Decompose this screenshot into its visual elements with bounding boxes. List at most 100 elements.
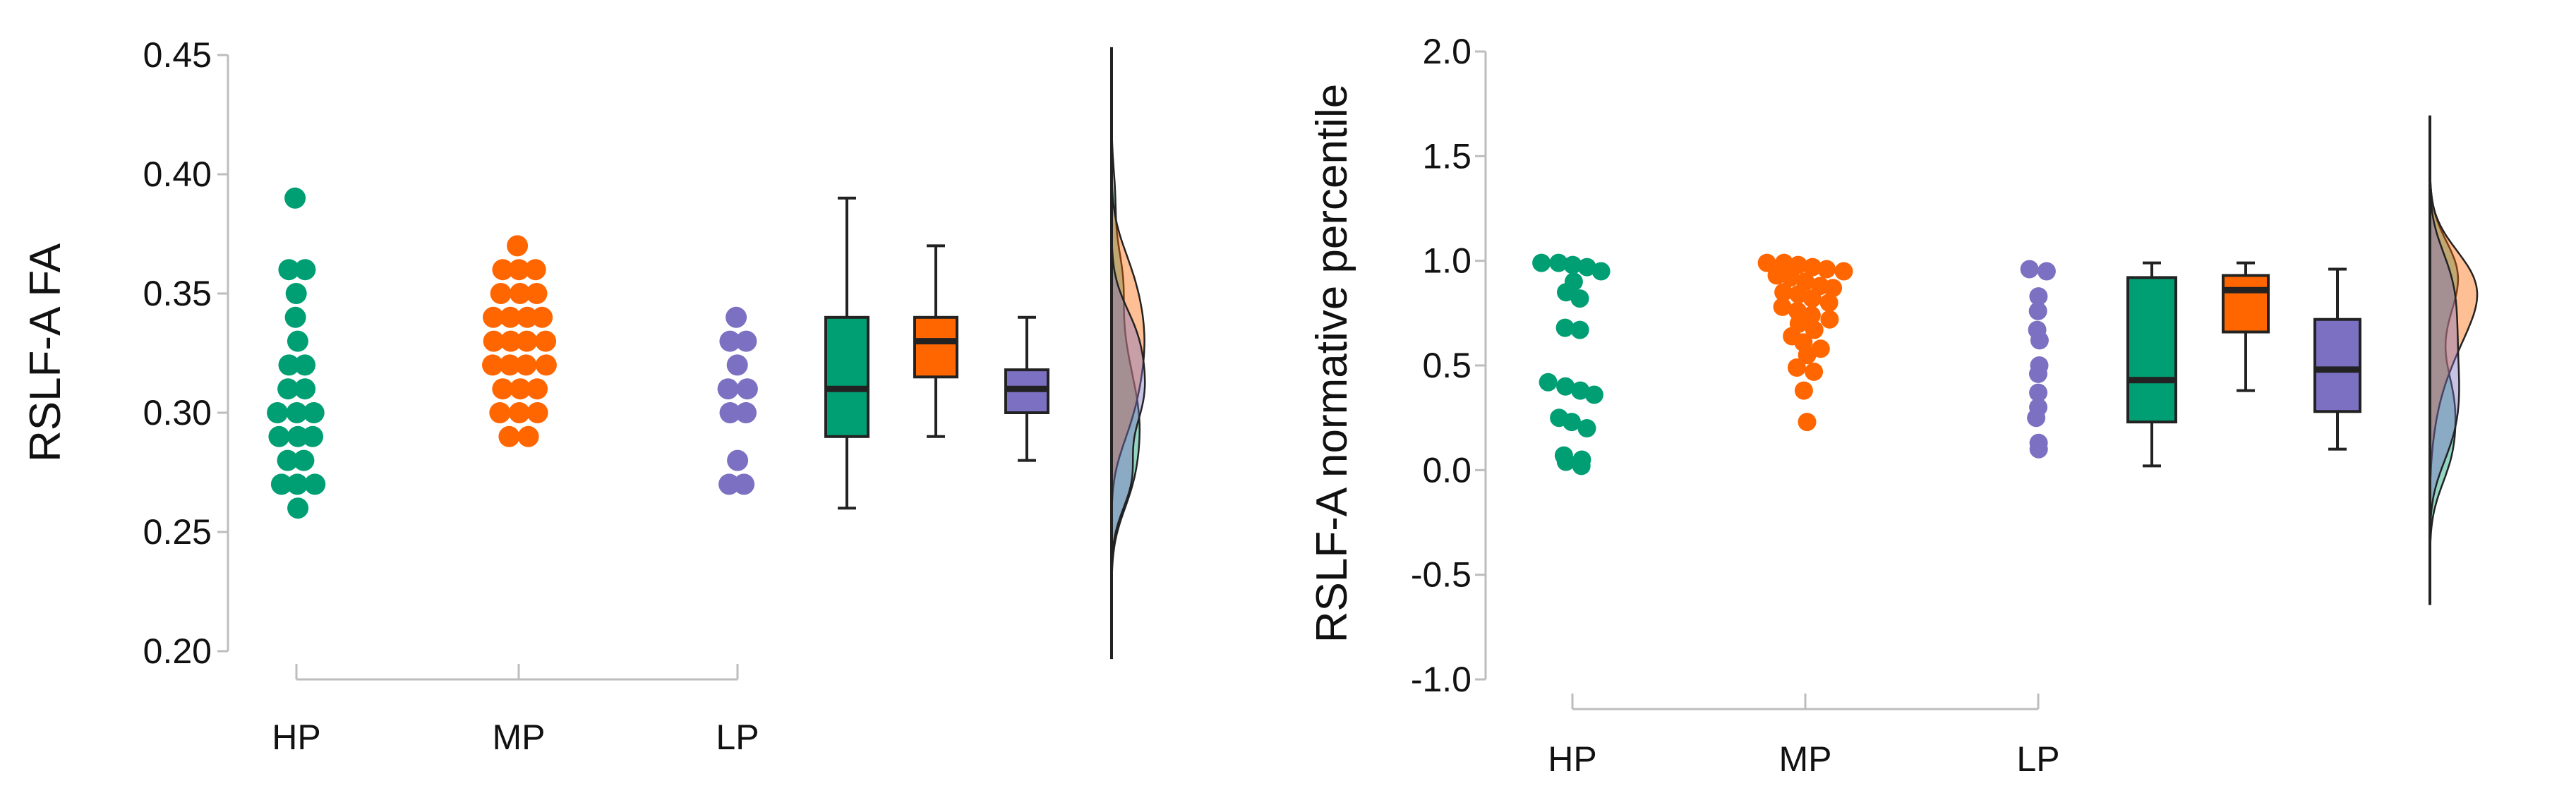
- y-tick-label: 0.35: [143, 274, 212, 313]
- data-point: [1572, 456, 1591, 476]
- data-point: [284, 306, 306, 328]
- y-tick-label: 0.5: [1422, 346, 1471, 385]
- box-hp: [824, 196, 869, 510]
- data-point: [268, 425, 290, 447]
- data-point: [1767, 266, 1786, 285]
- data-point: [500, 330, 522, 352]
- data-point: [718, 473, 740, 495]
- x-tick-label: LP: [716, 718, 759, 757]
- data-point: [509, 283, 531, 304]
- data-point: [1820, 310, 1839, 329]
- data-point: [492, 259, 514, 281]
- data-point: [278, 354, 300, 376]
- y-tick-label: 0.25: [143, 512, 212, 552]
- data-point: [524, 259, 546, 281]
- data-point: [1539, 373, 1558, 392]
- data-point: [735, 330, 757, 352]
- points-lp: [2020, 260, 2056, 459]
- data-point: [1787, 358, 1806, 377]
- data-point: [1798, 413, 1817, 432]
- box-hp: [2126, 261, 2177, 468]
- data-point: [294, 259, 316, 281]
- data-point: [735, 402, 757, 423]
- data-point: [2029, 287, 2048, 306]
- density-cloud: [1110, 47, 1146, 660]
- data-point: [277, 449, 299, 471]
- data-point: [489, 402, 511, 423]
- data-point: [531, 306, 553, 328]
- data-point: [1570, 320, 1589, 339]
- data-point: [284, 187, 306, 209]
- data-point: [2027, 408, 2046, 428]
- y-tick-label: 0.40: [143, 155, 212, 194]
- data-point: [304, 473, 326, 495]
- box-iqr: [913, 315, 958, 379]
- data-point: [726, 306, 747, 328]
- data-point: [287, 330, 308, 352]
- x-tick-label: MP: [1779, 739, 1832, 779]
- data-point: [526, 378, 548, 400]
- data-point: [719, 402, 741, 423]
- panel-fa: 0.20 0.25 0.30 0.35 0.40 0.45 RSLF-A FA HP MP LP: [21, 35, 1146, 757]
- y-tick-label: -1.0: [1411, 660, 1471, 699]
- data-point: [1570, 289, 1589, 308]
- data-point: [267, 402, 289, 423]
- y-tick-label: 0.20: [143, 631, 212, 671]
- box-mp: [2222, 261, 2270, 392]
- points-hp: [267, 187, 326, 519]
- box-iqr: [2126, 276, 2177, 424]
- data-point: [1556, 377, 1575, 396]
- data-point: [294, 354, 315, 376]
- data-point: [287, 425, 309, 447]
- data-point: [286, 402, 308, 423]
- data-point: [733, 473, 755, 495]
- data-point: [490, 283, 512, 304]
- density-lp: [1110, 66, 1146, 640]
- data-point: [2037, 262, 2056, 281]
- data-point: [726, 354, 748, 376]
- data-point: [483, 306, 504, 328]
- data-point: [736, 378, 758, 400]
- data-point: [1577, 419, 1596, 437]
- data-point: [1781, 268, 1800, 287]
- points-lp: [717, 306, 758, 495]
- box-lp: [2313, 267, 2361, 451]
- box-iqr: [2313, 317, 2361, 413]
- data-point: [507, 235, 529, 257]
- y-axis-title: RSLF-A normative percentile: [1308, 84, 1356, 643]
- data-point: [508, 402, 530, 423]
- x-tick-label: HP: [272, 718, 320, 757]
- box-mp: [913, 244, 958, 438]
- x-tick-label: MP: [493, 718, 546, 757]
- data-point: [482, 354, 503, 376]
- y-tick-label: 1.5: [1422, 136, 1471, 176]
- data-point: [293, 449, 315, 471]
- data-point: [1805, 320, 1824, 339]
- box-iqr: [824, 315, 869, 438]
- data-point: [1584, 385, 1603, 404]
- data-point: [2029, 383, 2048, 402]
- box-lp: [1004, 315, 1049, 462]
- data-point: [1773, 297, 1792, 316]
- data-point: [285, 283, 307, 304]
- data-point: [1805, 362, 1824, 381]
- data-point: [483, 330, 505, 352]
- data-point: [500, 306, 522, 328]
- data-point: [510, 378, 531, 400]
- data-point: [1802, 289, 1822, 308]
- data-point: [1563, 413, 1581, 432]
- data-point: [535, 330, 557, 352]
- data-point: [1555, 318, 1575, 337]
- points-hp: [1532, 253, 1611, 476]
- data-point: [287, 473, 308, 495]
- y-tick-label: 2.0: [1422, 32, 1471, 71]
- density-cloud: [2428, 115, 2479, 605]
- data-point: [1563, 255, 1582, 274]
- x-tick-label: HP: [1548, 739, 1596, 779]
- data-point: [2020, 260, 2039, 279]
- data-point: [277, 378, 299, 400]
- panel-normative-percentile: -1.0 -0.5 0.0 0.5 1.0 1.5 2.0 RSLF-A normative …: [1308, 32, 2479, 779]
- points-mp: [1757, 253, 1853, 432]
- y-tick-label: 1.0: [1422, 241, 1471, 281]
